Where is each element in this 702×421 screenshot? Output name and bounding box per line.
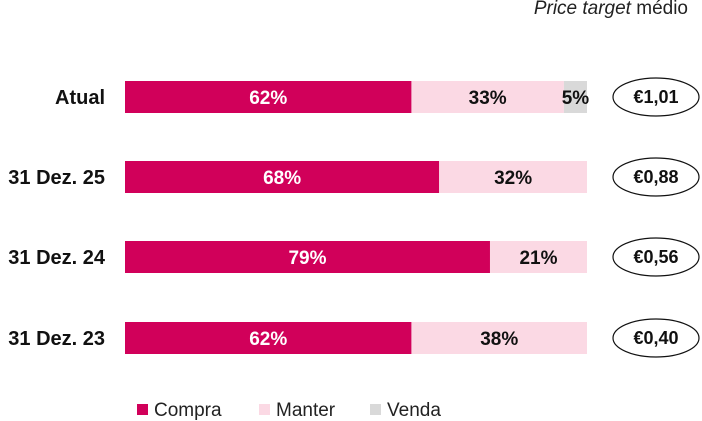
data-label: 33% [469,88,507,109]
price-target-badge [612,237,700,277]
price-target-value: €0,56 [633,247,678,267]
bar-segment-venda [563,81,587,113]
data-label: 68% [263,168,301,189]
bar-segment-compra [125,161,440,193]
price-target-value: €0,88 [633,167,678,187]
bar-segment-compra [125,81,412,113]
bar-segment-manter [439,161,587,193]
price-target-badge [612,77,700,117]
bar-segment-manter [411,81,564,113]
data-label: 21% [519,248,557,269]
data-label: 62% [249,88,287,109]
data-label: 5% [562,88,590,109]
legend-swatch-venda [370,404,381,415]
price-target-value: €1,01 [633,87,678,107]
legend-label-manter: Manter [276,400,336,421]
data-label: 38% [480,329,518,350]
legend-swatch-compra [137,404,148,415]
data-label: 79% [288,248,326,269]
data-label: 62% [249,329,287,350]
bar-segment-compra [125,322,412,354]
legend-label-compra: Compra [154,400,222,421]
price-target-badge [612,318,700,358]
price-target-header-italic: Price target [533,0,631,19]
price-target-header-rest: médio [636,0,688,19]
category-label: 31 Dez. 25 [8,167,105,189]
category-label: 31 Dez. 24 [8,247,106,269]
price-target-value: €0,40 [633,328,678,348]
price-target-header: Price target médio [534,0,688,20]
bar-segment-manter [411,322,587,354]
legend-swatch-manter [259,404,270,415]
price-target-badge [612,157,700,197]
category-label: 31 Dez. 23 [8,328,105,350]
data-label: 32% [494,168,532,189]
legend-label-venda: Venda [387,400,441,421]
bar-segment-compra [125,241,490,273]
bar-segment-manter [489,241,587,273]
category-label: Atual [55,87,105,109]
